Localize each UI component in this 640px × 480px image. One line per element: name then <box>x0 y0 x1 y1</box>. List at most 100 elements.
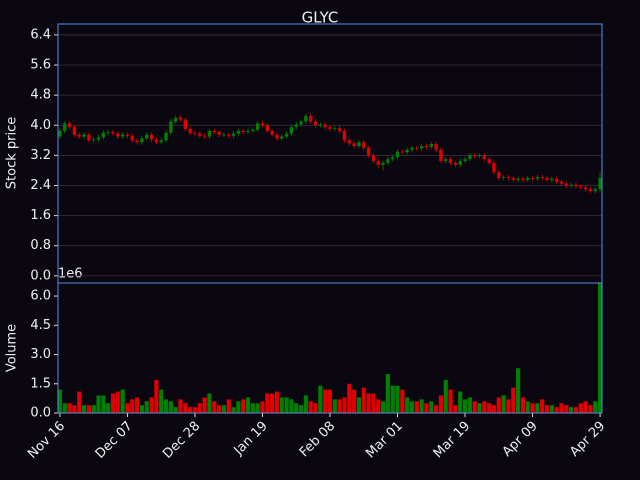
x-tick-label: Jan 19 <box>231 419 271 459</box>
volume-bar <box>525 401 530 413</box>
volume-bar <box>434 405 439 413</box>
candle-body <box>140 138 144 143</box>
volume-bar <box>477 403 482 413</box>
candle-body <box>501 177 506 179</box>
candle-body <box>280 136 284 139</box>
candle-body <box>67 123 72 128</box>
volume-bar <box>506 399 511 413</box>
volume-bar <box>77 391 82 413</box>
candle-body <box>125 134 130 136</box>
candle-body <box>58 130 62 137</box>
candle-body <box>579 186 583 188</box>
volume-bar <box>202 397 207 413</box>
volume-bar <box>250 403 255 413</box>
candle-body <box>173 117 178 122</box>
volume-bar <box>270 393 275 413</box>
candle-body <box>135 140 139 143</box>
y-tick-label: 4.8 <box>30 88 51 103</box>
volume-bar <box>588 405 593 413</box>
volume-bar <box>366 393 371 413</box>
candle-body <box>294 124 298 128</box>
volume-bar <box>569 407 574 413</box>
candle-body <box>357 142 361 146</box>
y-tick-label: 5.6 <box>30 58 51 73</box>
volume-bar <box>72 405 77 413</box>
candle-body <box>145 134 149 139</box>
volume-bar <box>308 401 313 413</box>
candle-body <box>130 135 134 141</box>
y-tick-label: 0.8 <box>30 238 51 253</box>
volume-bar <box>400 389 405 413</box>
volume-bar <box>110 393 116 413</box>
candle-body <box>313 121 318 126</box>
y-tick-label: 2.4 <box>30 178 51 193</box>
candle-body <box>545 177 549 180</box>
candle-body <box>217 132 221 135</box>
candle-body <box>328 127 332 130</box>
candle-body <box>87 134 91 141</box>
volume-bar <box>380 401 386 413</box>
candle-body <box>212 130 216 133</box>
y-tick-label: 0.0 <box>30 406 51 421</box>
volume-bar <box>106 403 111 413</box>
candle-body <box>434 144 438 150</box>
candle-body <box>149 134 154 140</box>
candle-body <box>251 129 255 131</box>
volume-bar <box>279 397 284 413</box>
volume-bar <box>549 405 554 413</box>
y-tick-label: 6.0 <box>30 289 51 304</box>
candle-body <box>198 133 202 136</box>
candle-body <box>227 134 231 136</box>
candle-body <box>439 149 443 162</box>
candle-body <box>289 127 294 134</box>
volume-bar <box>298 405 304 413</box>
volume-bar <box>443 379 448 413</box>
x-tick-label: Apr 09 <box>500 419 541 460</box>
candle-body <box>415 147 419 149</box>
candle-body <box>284 133 289 137</box>
volume-bar <box>376 399 381 413</box>
offset-label: 1e6 <box>58 267 83 282</box>
volume-bar <box>419 399 424 413</box>
volume-bar <box>120 389 125 413</box>
volume-bar <box>371 393 376 413</box>
candle-body <box>77 134 81 137</box>
y-tick-label: 3.2 <box>30 148 51 163</box>
volume-bar <box>573 407 579 413</box>
volume-bar <box>578 403 583 413</box>
candle-body <box>246 130 250 133</box>
x-tick-label: Feb 08 <box>297 419 339 461</box>
candle-body <box>550 178 554 180</box>
candle-body <box>574 184 578 187</box>
volume-bar <box>347 383 352 413</box>
candle-body <box>299 121 303 125</box>
volume-bar <box>86 405 91 413</box>
candle-body <box>106 132 110 133</box>
candle-body <box>477 155 482 157</box>
candle-body <box>497 172 501 178</box>
volume-bar <box>192 407 198 413</box>
candle-body <box>453 162 458 165</box>
volume-bar <box>212 401 217 413</box>
candle-body <box>400 151 405 153</box>
volume-bar <box>414 401 419 413</box>
volume-bar <box>496 397 501 413</box>
volume-bar <box>511 387 516 413</box>
candle-body <box>362 142 366 148</box>
volume-bar <box>163 399 169 413</box>
volume-bar <box>530 403 535 413</box>
candle-body <box>419 145 424 149</box>
volume-bar <box>332 399 337 413</box>
volume-bar <box>564 405 569 413</box>
volume-bar <box>554 407 559 413</box>
volume-bar <box>159 389 164 413</box>
candle-body <box>207 130 212 137</box>
candle-body <box>448 159 453 163</box>
y-tick-label: 1.6 <box>30 208 51 223</box>
candle-body <box>564 183 568 186</box>
candle-body <box>188 129 192 133</box>
volume-bar <box>409 401 415 413</box>
volume-bar <box>62 403 67 413</box>
candle-body <box>516 178 520 180</box>
candle-body <box>116 133 120 137</box>
